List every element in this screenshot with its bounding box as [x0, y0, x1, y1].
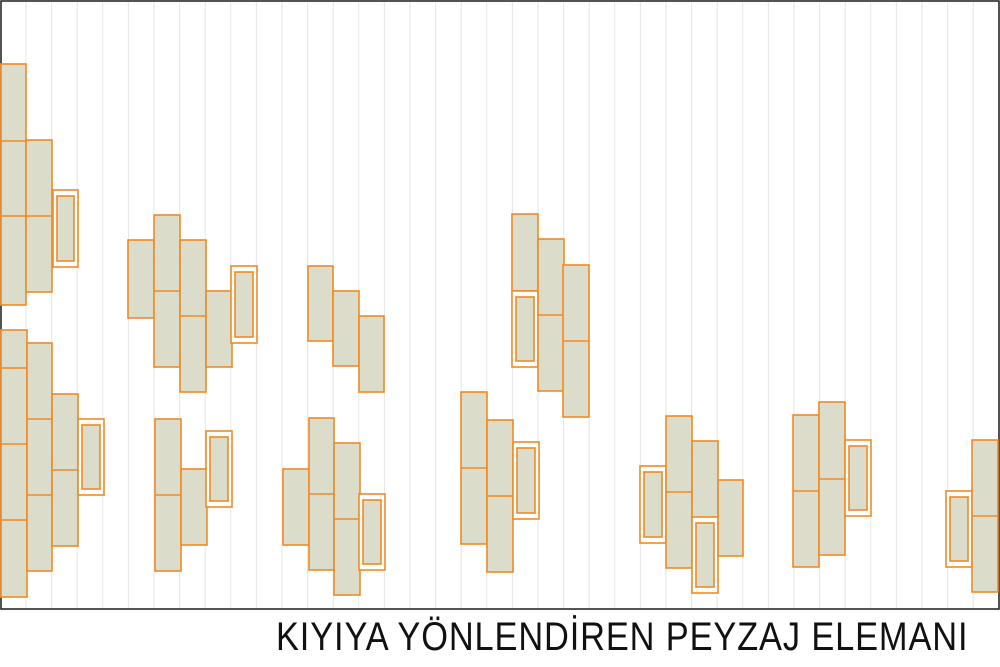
stone-block [358, 315, 385, 393]
slot-inner [643, 471, 663, 538]
stone-block [691, 440, 719, 519]
slot-inner [234, 271, 254, 338]
slot-inner [516, 447, 536, 514]
diagram-caption: KIYIYA YÖNLENDİREN PEYZAJ ELEMANI [276, 615, 969, 659]
slot-inner [209, 436, 229, 502]
stone-block [0, 63, 27, 306]
stone-block [307, 265, 334, 342]
slot-inner [949, 496, 969, 562]
stone-block [717, 479, 744, 557]
stone-block [282, 468, 310, 546]
stone-block [127, 239, 155, 319]
stone-block [332, 290, 360, 367]
slot-inner [56, 195, 75, 262]
slot-inner [362, 499, 382, 565]
slot-inner [848, 445, 868, 511]
stone-block [511, 213, 539, 292]
stone-block [180, 468, 208, 546]
stone-block [26, 342, 53, 572]
slot-inner [81, 424, 101, 490]
landscape-blocks [0, 63, 999, 598]
slot-inner [515, 296, 535, 362]
stone-block [0, 329, 28, 598]
slot-inner [695, 522, 715, 588]
stone-block [205, 290, 233, 368]
